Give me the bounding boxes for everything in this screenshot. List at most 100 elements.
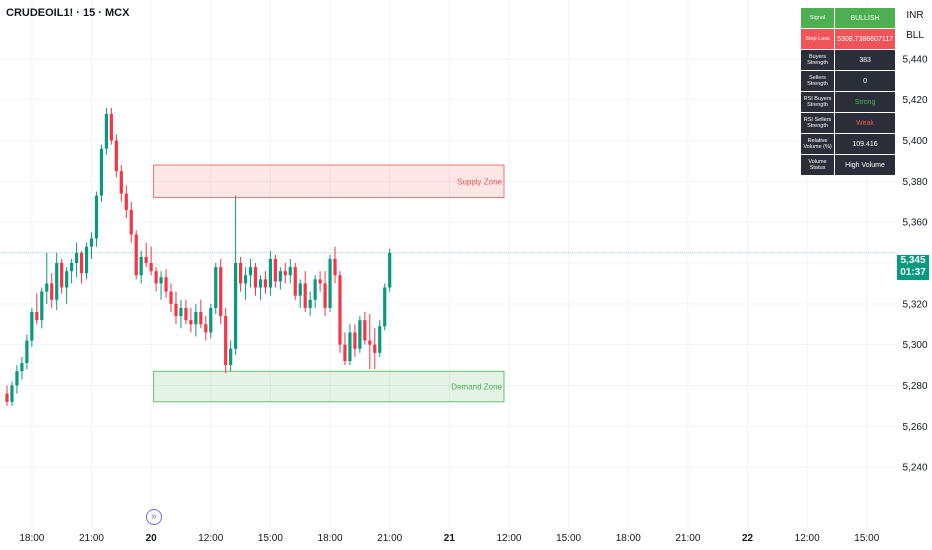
time-tick-label: 12:00	[795, 533, 820, 544]
candle-body	[328, 258, 332, 308]
candle-body	[258, 279, 263, 288]
candle-body	[45, 283, 49, 292]
candle-body	[20, 363, 24, 372]
axis-settings[interactable]: INR BLL	[900, 6, 930, 46]
candle-body	[169, 291, 173, 304]
price-tick-label: 5,400	[902, 136, 927, 147]
zone-label: Demand Zone	[451, 383, 502, 392]
candle-body	[194, 312, 198, 325]
time-tick-label: 18:00	[19, 533, 44, 544]
candle-body	[283, 271, 287, 276]
candle-body	[313, 279, 317, 300]
bar-countdown: 01:37	[900, 267, 926, 278]
candle-body	[189, 320, 193, 325]
signal-label: Signal	[799, 7, 836, 29]
demand-zone	[153, 370, 505, 403]
time-tick-label: 20	[146, 533, 158, 544]
candle-body	[94, 195, 99, 239]
candle-body	[308, 299, 312, 308]
price-tick-label: 5,240	[902, 463, 927, 474]
candle-body	[174, 303, 178, 317]
signal-label: Relative Volume (%)	[799, 133, 836, 155]
candle-body	[104, 113, 108, 149]
candle-body	[288, 267, 292, 276]
candle-body	[184, 307, 188, 321]
signal-value: 5308.7386607117	[834, 28, 896, 50]
time-tick-label: 12:00	[496, 533, 521, 544]
candle-body	[144, 256, 148, 263]
signal-value: BULLISH	[834, 7, 896, 29]
signal-label: RSI Buyers Strength	[799, 91, 836, 113]
signal-label: Volume Status	[799, 154, 836, 176]
signal-row: Signal BULLISH	[799, 7, 896, 29]
candles	[5, 107, 392, 406]
candle-body	[89, 238, 94, 247]
candle-body	[323, 283, 327, 308]
candle-body	[338, 275, 342, 345]
time-tick-label: 21:00	[79, 533, 104, 544]
signal-value: Weak	[834, 112, 896, 134]
signal-value: High Volume	[834, 154, 896, 176]
time-tick-label: 12:00	[198, 533, 223, 544]
currency-label[interactable]: INR	[906, 10, 924, 21]
candle-body	[60, 263, 64, 288]
candle-body	[303, 283, 307, 308]
signal-value: 0	[834, 70, 896, 92]
candle-body	[204, 324, 208, 333]
candle-body	[5, 393, 9, 402]
candle-body	[154, 271, 158, 284]
candle-body	[219, 267, 223, 317]
unit-label[interactable]: BLL	[906, 30, 924, 41]
candle-body	[179, 307, 183, 317]
price-tick-label: 5,280	[902, 381, 927, 392]
signal-value: 383	[834, 49, 896, 71]
candle-body	[129, 209, 133, 235]
candle-body	[248, 267, 253, 276]
time-tick-label: 15:00	[556, 533, 581, 544]
candle-body	[358, 320, 362, 349]
time-tick-label: 22	[742, 533, 754, 544]
time-tick-label: 21	[444, 533, 456, 544]
candle-body	[293, 267, 297, 296]
time-axis[interactable]: 18:00 21:00 20 12:00 15:00 18:00 21:00 21 12:00 1…	[19, 533, 879, 544]
signal-label: Stop Loss	[799, 28, 836, 50]
last-price-tag: 5,345 01:37	[897, 255, 929, 280]
price-tick-label: 5,380	[902, 177, 927, 188]
signal-row: RSI Buyers Strength Strong	[799, 91, 896, 113]
signal-row: Stop Loss 5308.7386607117	[799, 28, 896, 50]
candle-body	[318, 279, 322, 284]
signal-row: Volume Status High Volume	[799, 154, 896, 176]
candle-body	[119, 171, 123, 194]
candle-body	[109, 113, 113, 141]
candle-body	[35, 312, 39, 321]
price-tick-label: 5,360	[902, 218, 927, 229]
time-tick-label: 15:00	[854, 533, 879, 544]
candle-body	[363, 320, 367, 341]
candle-body	[214, 267, 218, 308]
signal-row: RSI Sellers Strength Weak	[799, 112, 896, 134]
candle-body	[55, 263, 59, 300]
candle-body	[30, 312, 34, 341]
signal-table: Signal BULLISH Stop Loss 5308.7386607117 Buy…	[799, 7, 896, 176]
candle-body	[263, 279, 268, 288]
candle-body	[99, 148, 104, 196]
signal-label: Sellers Strength	[799, 70, 836, 92]
time-tick-label: 21:00	[377, 533, 402, 544]
signal-row: Buyers Strength 383	[799, 49, 896, 71]
candle-body	[368, 340, 372, 345]
go-to-date-button[interactable]: »	[146, 509, 162, 525]
candle-body	[209, 307, 213, 333]
signal-value: Strong	[834, 91, 896, 113]
supply-zone	[153, 164, 505, 199]
candle-body	[383, 287, 387, 327]
time-tick-label: 15:00	[258, 533, 283, 544]
candle-body	[50, 283, 54, 300]
zone-label: Supply Zone	[457, 177, 502, 186]
candle-body	[70, 263, 74, 272]
candle-body	[234, 263, 238, 349]
candle-body	[388, 252, 392, 288]
candle-body	[238, 263, 243, 284]
price-tick-label: 5,300	[902, 340, 927, 351]
candle-body	[298, 283, 302, 296]
